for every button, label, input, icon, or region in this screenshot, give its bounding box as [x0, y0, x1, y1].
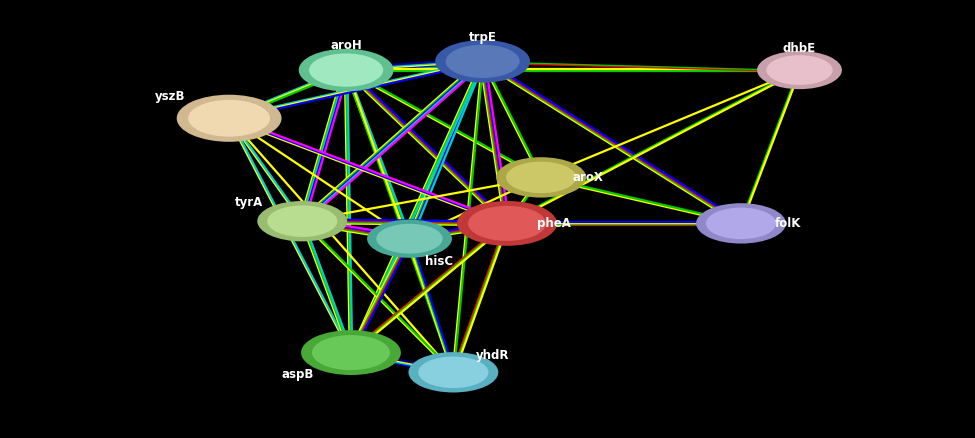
- Circle shape: [757, 51, 842, 89]
- Circle shape: [435, 40, 530, 83]
- Text: pheA: pheA: [537, 217, 570, 230]
- Text: aspB: aspB: [281, 368, 314, 381]
- Text: trpE: trpE: [469, 31, 496, 44]
- Circle shape: [706, 208, 776, 239]
- Circle shape: [312, 335, 390, 370]
- Circle shape: [418, 357, 488, 388]
- Circle shape: [301, 330, 401, 375]
- Circle shape: [376, 224, 443, 254]
- Circle shape: [409, 352, 498, 392]
- Text: aroX: aroX: [572, 171, 604, 184]
- Circle shape: [496, 157, 586, 198]
- Circle shape: [696, 203, 786, 244]
- Text: aroH: aroH: [331, 39, 362, 53]
- Circle shape: [506, 162, 576, 193]
- Circle shape: [188, 100, 270, 137]
- Circle shape: [257, 201, 347, 241]
- Circle shape: [267, 205, 337, 237]
- Circle shape: [766, 55, 833, 85]
- Circle shape: [309, 53, 383, 87]
- Circle shape: [468, 206, 546, 241]
- Text: folK: folK: [774, 217, 801, 230]
- Circle shape: [176, 95, 282, 142]
- Circle shape: [457, 201, 557, 246]
- Text: yhdR: yhdR: [476, 349, 509, 362]
- Circle shape: [446, 45, 520, 78]
- Text: dhbE: dhbE: [783, 42, 816, 55]
- Circle shape: [298, 49, 394, 92]
- Circle shape: [367, 219, 452, 258]
- Text: yszB: yszB: [155, 90, 186, 103]
- Text: tyrA: tyrA: [235, 196, 262, 209]
- Text: hisC: hisC: [425, 255, 452, 268]
